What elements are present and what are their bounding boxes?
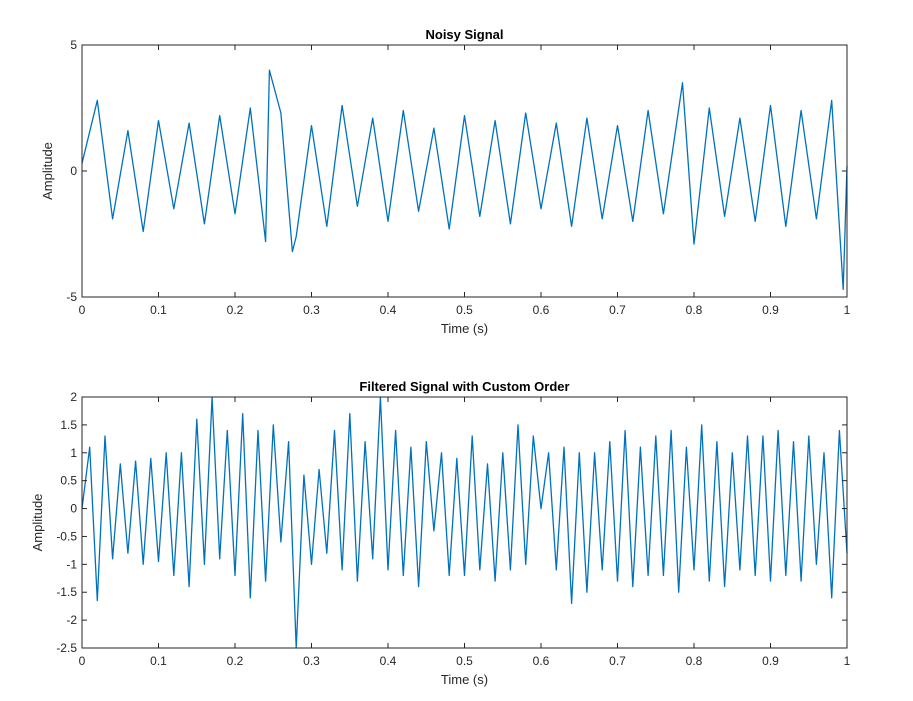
chart-title: Filtered Signal with Custom Order [359, 379, 569, 394]
y-tick-label: 0 [70, 502, 77, 516]
x-tick-label: 1 [844, 654, 851, 668]
y-tick-label: 0 [70, 164, 77, 178]
x-tick-label: 0.2 [227, 303, 244, 317]
x-tick-label: 0.5 [456, 654, 473, 668]
filtered-signal-panel: 0 0.1 0.2 0.3 0.4 0.5 0.6 0.7 0.8 0.9 1 -2.5 -2 -1.5 -… [30, 379, 851, 687]
x-tick-label: 0.3 [303, 654, 320, 668]
series-line [81, 69, 848, 291]
x-tick-label: 0.8 [686, 654, 703, 668]
y-tick-label: 5 [70, 38, 77, 52]
x-tick-label: 1 [844, 303, 851, 317]
x-tick-label: 0.6 [533, 654, 550, 668]
series-line [81, 396, 848, 649]
x-tick-label: 0.7 [609, 303, 626, 317]
y-tick-label: -2.5 [56, 641, 77, 655]
x-tick-label: 0 [79, 303, 86, 317]
x-tick-label: 0.4 [380, 654, 397, 668]
x-tick-label: 0.4 [380, 303, 397, 317]
y-tick-label: 2 [70, 390, 77, 404]
y-tick-label: -2 [66, 613, 77, 627]
x-tick-label: 0.2 [227, 654, 244, 668]
x-tick-label: 0.3 [303, 303, 320, 317]
axes-box [81, 396, 848, 649]
x-tick-label: 0.9 [762, 303, 779, 317]
x-tick-label: 0.1 [150, 654, 167, 668]
x-tick-label: 0.6 [533, 303, 550, 317]
x-axis-label: Time (s) [441, 321, 488, 336]
x-tick-label: 0.9 [762, 654, 779, 668]
x-tick-label: 0.5 [456, 303, 473, 317]
x-tick-label: 0.1 [150, 303, 167, 317]
chart-title: Noisy Signal [425, 27, 503, 42]
y-tick-label: -1.5 [56, 585, 77, 599]
x-axis-label: Time (s) [441, 672, 488, 687]
y-tick-label: -0.5 [56, 529, 77, 543]
y-axis-label: Amplitude [40, 142, 55, 200]
y-tick-label: 1.5 [60, 418, 77, 432]
y-axis-label: Amplitude [30, 494, 45, 552]
x-tick-label: 0.7 [609, 654, 626, 668]
y-tick-label: 1 [70, 446, 77, 460]
x-tick-label: 0 [79, 654, 86, 668]
y-tick-label: 0.5 [60, 474, 77, 488]
y-tick-label: -1 [66, 557, 77, 571]
x-tick-label: 0.8 [686, 303, 703, 317]
y-tick-label: -5 [66, 290, 77, 304]
